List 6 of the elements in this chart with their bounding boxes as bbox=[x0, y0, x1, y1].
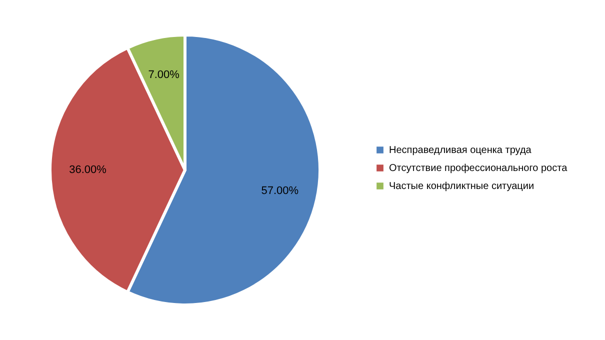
data-label: 7.00% bbox=[148, 69, 180, 82]
legend-label: Отсутствие профессионального роста bbox=[389, 163, 568, 174]
legend-label: Несправедливая оценка труда bbox=[389, 145, 532, 156]
data-label: 36.00% bbox=[69, 164, 107, 176]
data-label: 57.00% bbox=[261, 185, 299, 198]
legend-label: Частые конфликтные ситуации bbox=[389, 181, 534, 192]
